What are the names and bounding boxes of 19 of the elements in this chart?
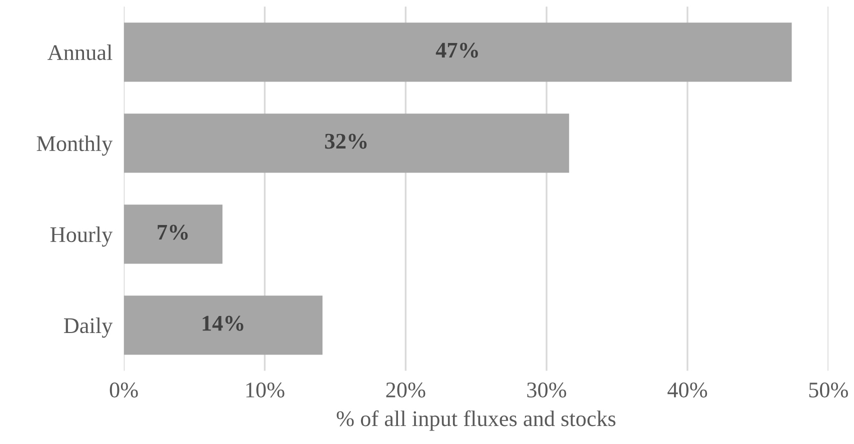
data-label: 7% [158,224,188,240]
bar [124,22,792,82]
bar [124,296,323,355]
x-tick-label: 20% [386,382,426,398]
x-axis-title: % of all input fluxes and stocks [336,410,616,431]
x-tick-label: 30% [527,382,566,398]
x-tick-label: 40% [668,382,708,398]
data-label: 47% [436,42,478,58]
x-tick-label: 50% [809,382,848,398]
x-tick-label: 0% [110,382,138,398]
y-tick-label: Annual [48,44,112,60]
data-label: 14% [202,316,244,331]
data-label: 32% [325,134,367,149]
y-tick-label: Daily [64,318,113,338]
bar [124,204,222,264]
y-tick-label: Monthly [36,135,113,156]
x-tick-label: 10% [246,382,284,398]
y-tick-label: Hourly [50,226,113,247]
bar [124,114,570,173]
